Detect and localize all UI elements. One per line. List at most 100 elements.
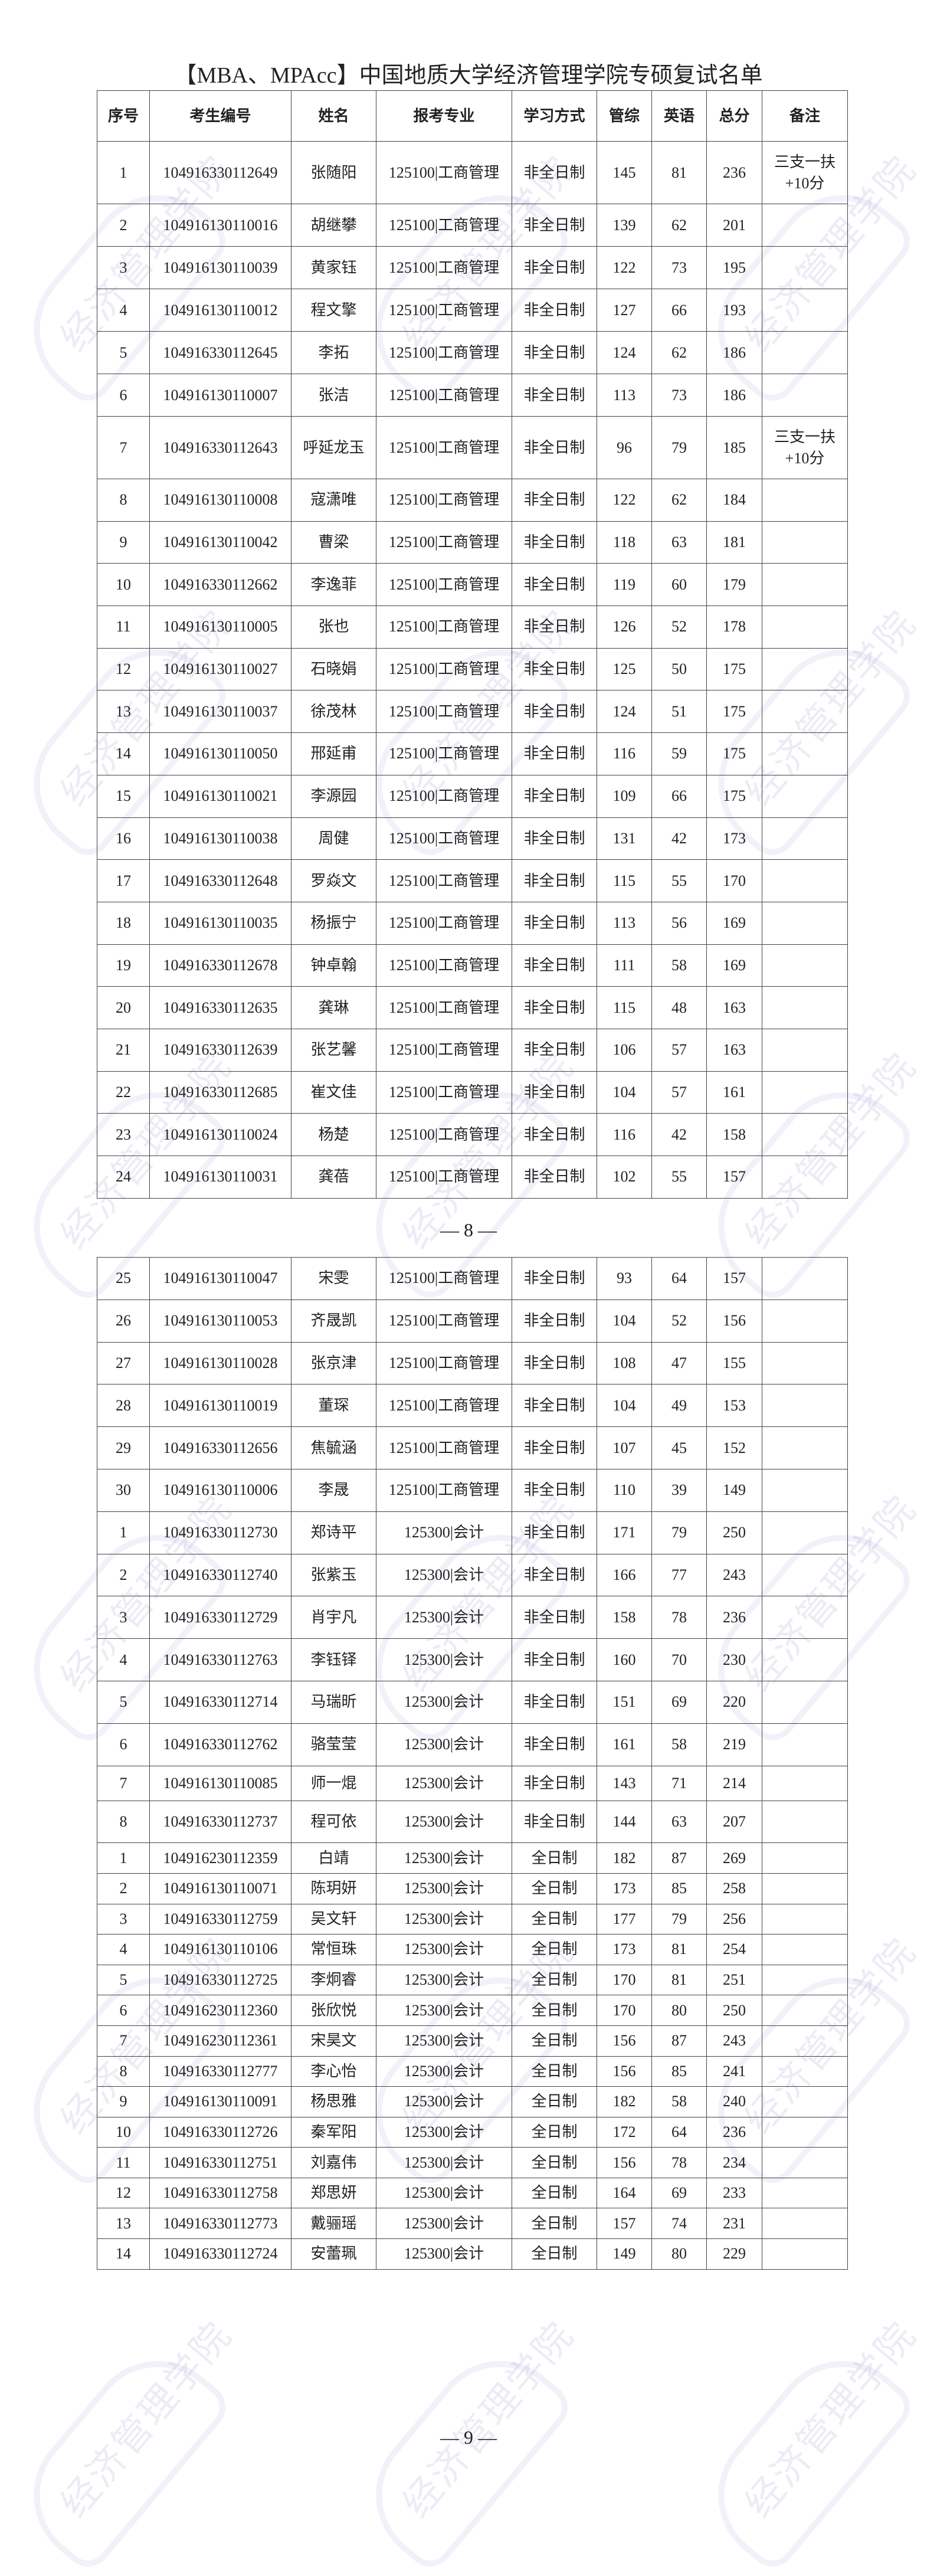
cell-english-score: 45 xyxy=(651,1426,707,1469)
cell-remark xyxy=(762,1934,848,1965)
cell-mgmt-score: 156 xyxy=(597,2055,652,2087)
table-row: 1 104916330112730 郑诗平 125300|会计 非全日制 171 79 250 xyxy=(97,1511,848,1554)
cell-name: 周健 xyxy=(291,817,376,860)
cell-remark xyxy=(762,901,848,945)
cell-english-score: 77 xyxy=(651,1553,707,1597)
cell-seq: 5 xyxy=(97,1964,150,1996)
table-row: 10 104916330112662 李逸菲 125100|工商管理 非全日制 119 60… xyxy=(97,563,848,607)
cell-major: 125300|会计 xyxy=(376,2147,512,2178)
cell-total-score: 243 xyxy=(706,1553,762,1597)
cell-mgmt-score: 156 xyxy=(597,2147,652,2178)
cell-mgmt-score: 115 xyxy=(597,986,652,1029)
cell-english-score: 74 xyxy=(651,2208,707,2240)
cell-english-score: 55 xyxy=(651,1156,707,1199)
cell-name: 白靖 xyxy=(291,1842,376,1874)
cell-major: 125300|会计 xyxy=(376,2025,512,2057)
cell-study-mode: 非全日制 xyxy=(512,289,597,332)
cell-seq: 4 xyxy=(97,289,150,332)
cell-english-score: 62 xyxy=(651,331,707,374)
cell-exam-id: 104916130110038 xyxy=(149,817,291,860)
cell-total-score: 250 xyxy=(706,1995,762,2026)
cell-total-score: 219 xyxy=(706,1723,762,1766)
cell-major: 125100|工商管理 xyxy=(376,732,512,775)
cell-major: 125300|会计 xyxy=(376,1903,512,1935)
cell-seq: 17 xyxy=(97,859,150,902)
cell-name: 呼延龙玉 xyxy=(291,416,376,479)
cell-mgmt-score: 119 xyxy=(597,563,652,607)
cell-seq: 18 xyxy=(97,901,150,945)
cell-total-score: 240 xyxy=(706,2086,762,2117)
cell-english-score: 87 xyxy=(651,1842,707,1874)
cell-english-score: 78 xyxy=(651,2147,707,2178)
cell-study-mode: 非全日制 xyxy=(512,1299,597,1343)
cell-seq: 2 xyxy=(97,1873,150,1904)
cell-study-mode: 非全日制 xyxy=(512,1113,597,1156)
cell-study-mode: 非全日制 xyxy=(512,1341,597,1385)
table-row: 27 104916130110028 张京津 125100|工商管理 非全日制 108 47… xyxy=(97,1341,848,1385)
cell-exam-id: 104916230112360 xyxy=(149,1995,291,2026)
cell-exam-id: 104916130110047 xyxy=(149,1257,291,1300)
cell-name: 李源园 xyxy=(291,774,376,818)
table-row: 12 104916330112758 郑思妍 125300|会计 全日制 164 69 233 xyxy=(97,2177,848,2209)
cell-seq: 7 xyxy=(97,416,150,479)
cell-major: 125100|工商管理 xyxy=(376,521,512,564)
table-row: 14 104916130110050 邢延甫 125100|工商管理 非全日制 116 59… xyxy=(97,732,848,775)
cell-remark xyxy=(762,690,848,734)
cell-name: 陈玥妍 xyxy=(291,1873,376,1904)
table-row: 7 104916330112643 呼延龙玉 125100|工商管理 非全日制 96 79 1… xyxy=(97,416,848,479)
watermark-logo: 经济管理学院 xyxy=(730,2307,927,2527)
cell-major: 125100|工商管理 xyxy=(376,1426,512,1469)
cell-english-score: 60 xyxy=(651,563,707,607)
cell-exam-id: 104916130110016 xyxy=(149,204,291,247)
cell-remark xyxy=(762,2086,848,2117)
cell-study-mode: 全日制 xyxy=(512,1873,597,1904)
table-row: 7 104916230112361 宋昊文 125300|会计 全日制 156 87 243 xyxy=(97,2025,848,2057)
cell-mgmt-score: 158 xyxy=(597,1596,652,1639)
cell-remark xyxy=(762,1071,848,1114)
cell-remark xyxy=(762,1765,848,1801)
cell-remark xyxy=(762,1723,848,1766)
cell-study-mode: 非全日制 xyxy=(512,1468,597,1512)
cell-major: 125100|工商管理 xyxy=(376,1341,512,1385)
cell-major: 125100|工商管理 xyxy=(376,289,512,332)
table-row: 26 104916130110053 齐晟凯 125100|工商管理 非全日制 104 52… xyxy=(97,1299,848,1343)
cell-exam-id: 104916330112729 xyxy=(149,1596,291,1639)
cell-study-mode: 非全日制 xyxy=(512,774,597,818)
cell-total-score: 229 xyxy=(706,2238,762,2270)
table-row: 13 104916130110037 徐茂林 125100|工商管理 非全日制 124 51… xyxy=(97,690,848,734)
cell-remark xyxy=(762,1553,848,1597)
cell-remark: 三支一扶 +10分 xyxy=(762,416,848,479)
cell-name: 李炯睿 xyxy=(291,1964,376,1996)
cell-study-mode: 全日制 xyxy=(512,2238,597,2270)
cell-seq: 25 xyxy=(97,1257,150,1300)
cell-english-score: 50 xyxy=(651,647,707,691)
cell-study-mode: 非全日制 xyxy=(512,1723,597,1766)
cell-remark xyxy=(762,1680,848,1724)
cell-mgmt-score: 113 xyxy=(597,374,652,417)
cell-remark xyxy=(762,1800,848,1844)
cell-remark xyxy=(762,289,848,332)
cell-mgmt-score: 145 xyxy=(597,141,652,204)
cell-major: 125100|工商管理 xyxy=(376,1299,512,1343)
cell-total-score: 269 xyxy=(706,1842,762,1874)
cell-name: 钟卓翰 xyxy=(291,944,376,987)
table-row: 21 104916330112639 张艺馨 125100|工商管理 非全日制 106 57… xyxy=(97,1028,848,1072)
cell-remark xyxy=(762,1426,848,1469)
cell-name: 张欣悦 xyxy=(291,1995,376,2026)
cell-major: 125300|会计 xyxy=(376,1964,512,1996)
cell-mgmt-score: 182 xyxy=(597,1842,652,1874)
table-row: 9 104916130110042 曹梁 125100|工商管理 非全日制 118 63 18… xyxy=(97,521,848,564)
cell-remark xyxy=(762,1995,848,2026)
cell-seq: 19 xyxy=(97,944,150,987)
cell-exam-id: 104916330112678 xyxy=(149,944,291,987)
cell-major: 125100|工商管理 xyxy=(376,901,512,945)
table-row: 18 104916130110035 杨振宁 125100|工商管理 非全日制 113 56… xyxy=(97,901,848,945)
cell-total-score: 207 xyxy=(706,1800,762,1844)
cell-exam-id: 104916330112685 xyxy=(149,1071,291,1114)
table-row: 8 104916330112777 李心怡 125300|会计 全日制 156 85 241 xyxy=(97,2055,848,2087)
cell-seq: 6 xyxy=(97,1995,150,2026)
cell-major: 125300|会计 xyxy=(376,1765,512,1801)
cell-total-score: 186 xyxy=(706,331,762,374)
cell-exam-id: 104916130110085 xyxy=(149,1765,291,1801)
cell-english-score: 55 xyxy=(651,859,707,902)
